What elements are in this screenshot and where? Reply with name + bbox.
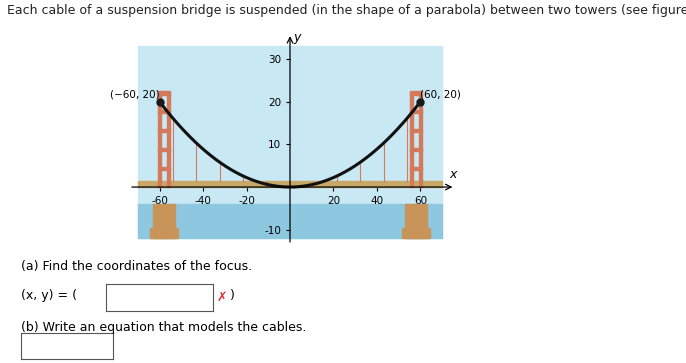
Bar [410,129,422,132]
Text: y: y [294,31,300,44]
Text: (60, 20): (60, 20) [421,90,462,99]
Bar [138,204,442,238]
Text: ✗: ✗ [217,290,227,303]
Text: x: x [449,168,457,181]
Bar [410,148,422,151]
Bar [150,228,178,238]
Bar [158,91,169,95]
Text: Each cable of a suspension bridge is suspended (in the shape of a parabola) betw: Each cable of a suspension bridge is sus… [7,4,686,17]
Bar [419,93,422,187]
Bar [410,93,413,187]
Bar [410,110,422,113]
Bar [405,204,427,238]
Text: (a) Find the coordinates of the focus.: (a) Find the coordinates of the focus. [21,260,252,273]
Text: (x, y) = (: (x, y) = ( [21,289,77,302]
Bar [158,148,169,151]
Bar [153,204,175,238]
Text: (b) Write an equation that models the cables.: (b) Write an equation that models the ca… [21,321,306,334]
Bar [410,167,422,170]
Bar [158,93,161,187]
Bar [167,93,169,187]
Bar [158,167,169,170]
Text: ): ) [230,289,235,302]
Text: (−60, 20): (−60, 20) [110,90,160,99]
Bar [158,129,169,132]
Bar [410,91,422,95]
Bar [138,46,442,238]
Bar [158,110,169,113]
Bar [402,228,430,238]
Bar [138,181,442,187]
